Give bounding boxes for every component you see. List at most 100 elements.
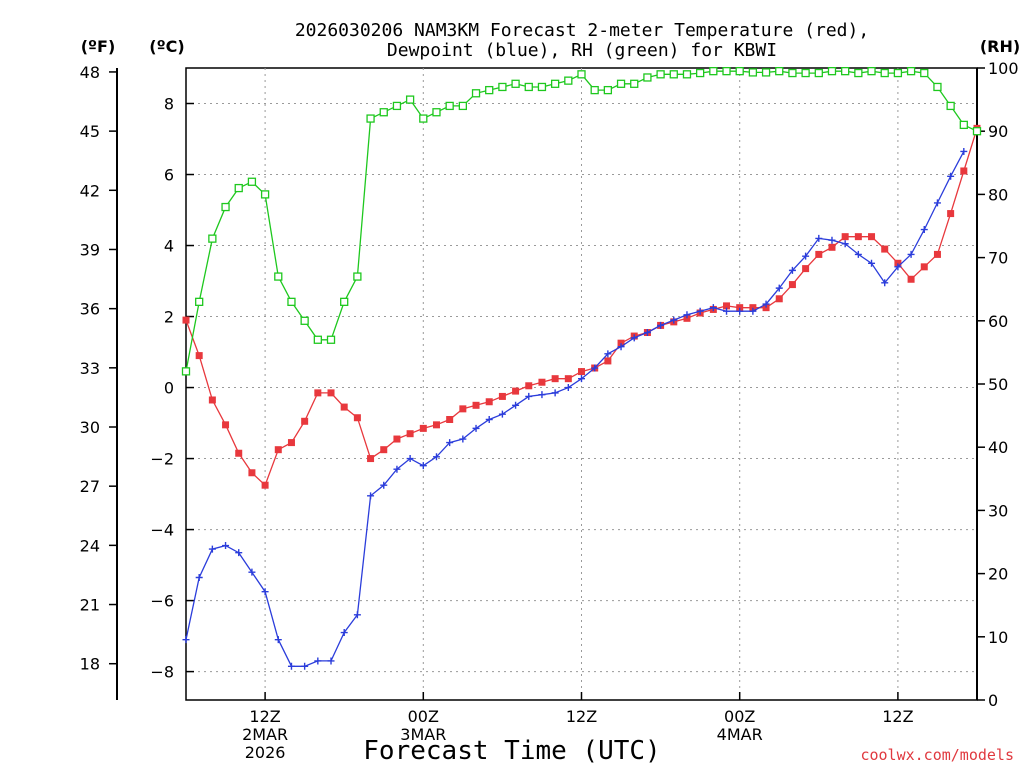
temperature-point	[367, 455, 375, 463]
dewpoint-point	[788, 266, 796, 274]
rh-point	[247, 177, 257, 186]
rh-tick-label: 60	[988, 312, 1008, 331]
dewpoint-point	[643, 329, 651, 337]
rh-tick-label: 100	[988, 59, 1019, 78]
temperature-point	[208, 396, 216, 404]
dewpoint-point	[960, 147, 968, 155]
rh-point	[498, 82, 507, 92]
rh-point	[696, 68, 705, 78]
temperature-point	[749, 304, 757, 312]
temperature-point	[301, 417, 309, 425]
dewpoint-point	[683, 311, 691, 319]
rh-point	[972, 127, 982, 136]
rh-point	[313, 335, 322, 344]
dewpoint-point	[657, 321, 665, 329]
dewpoint-point	[235, 549, 243, 557]
dewpoint-point	[248, 568, 256, 576]
dewpoint-point	[630, 334, 638, 342]
rh-point	[195, 297, 204, 306]
temperature-line	[185, 128, 978, 487]
temperature-point	[235, 449, 243, 457]
rh-point	[920, 68, 929, 78]
fahrenheit-tick-label: 42	[80, 181, 100, 200]
temperature-point	[841, 233, 849, 241]
temperature-point	[248, 469, 256, 477]
rh-point	[814, 68, 823, 78]
dewpoint-point	[564, 384, 572, 392]
rh-point	[761, 68, 771, 77]
dewpoint-point	[380, 481, 388, 489]
temperature-point	[907, 275, 915, 283]
temperature-point	[485, 398, 493, 406]
celsius-tick-label: 2	[164, 308, 174, 327]
dewpoint-point	[393, 465, 401, 473]
rh-point	[353, 272, 362, 281]
dewpoint-point	[182, 636, 190, 644]
rh-point	[854, 68, 863, 78]
temperature-point	[828, 243, 836, 251]
celsius-tick-label: 4	[164, 237, 174, 256]
dewpoint-point	[525, 392, 533, 400]
credit-label: coolwx.com/models	[860, 746, 1014, 764]
rh-point	[893, 68, 903, 78]
dewpoint-point	[406, 455, 414, 463]
rh-point	[959, 120, 968, 130]
rh-point	[524, 82, 533, 92]
rh-point	[933, 82, 942, 92]
dewpoint-point	[591, 364, 599, 372]
rh-point	[827, 67, 837, 76]
dewpoint-point	[802, 252, 810, 260]
rh-point	[550, 79, 560, 88]
dewpoint-point	[604, 350, 612, 358]
rh-tick-label: 70	[988, 249, 1008, 268]
rh-point	[458, 101, 468, 111]
dewpoint-point	[723, 307, 731, 315]
temperature-point	[564, 375, 572, 383]
rh-point	[340, 297, 349, 306]
celsius-tick-label: 8	[164, 95, 174, 114]
temperature-point	[933, 250, 941, 258]
dewpoint-point	[933, 199, 941, 207]
rh-point	[775, 67, 784, 76]
temperature-point	[617, 339, 625, 347]
dewpoint-point	[446, 439, 454, 447]
temperature-point	[788, 281, 796, 289]
temperature-point	[353, 414, 361, 422]
rh-point	[274, 272, 283, 281]
rh-point	[906, 67, 916, 76]
rh-point	[722, 67, 731, 76]
temperature-point	[327, 389, 335, 397]
temperature-point	[538, 378, 546, 386]
rh-point	[841, 67, 850, 76]
dewpoint-point	[512, 401, 520, 409]
x-tick-label: 3MAR	[400, 725, 446, 744]
temperature-point	[222, 421, 230, 429]
rh-point	[445, 101, 454, 111]
rh-tick-label: 30	[988, 501, 1008, 520]
rh-point	[432, 108, 441, 117]
dewpoint-line	[185, 151, 965, 667]
data-series	[181, 67, 982, 670]
rh-unit-label: (RH)	[980, 37, 1020, 56]
rh-point	[630, 79, 639, 88]
rh-point	[867, 67, 876, 76]
x-axis-title: Forecast Time (UTC)	[363, 736, 660, 766]
dewpoint-point	[947, 172, 955, 180]
rh-point	[379, 108, 388, 117]
celsius-tick-label: −2	[150, 450, 174, 469]
temperature-point	[894, 259, 902, 267]
dewpoint-point	[551, 389, 559, 397]
rh-point	[537, 82, 547, 92]
rh-tick-label: 10	[988, 628, 1008, 647]
rh-tick-label: 20	[988, 565, 1008, 584]
temperature-point	[393, 435, 401, 443]
rh-point	[590, 85, 599, 95]
fahrenheit-tick-label: 48	[80, 63, 100, 82]
rh-point	[234, 183, 243, 193]
temperature-point	[261, 481, 269, 489]
temperature-point	[960, 167, 968, 175]
dewpoint-point	[208, 545, 216, 553]
rh-point	[577, 70, 586, 79]
